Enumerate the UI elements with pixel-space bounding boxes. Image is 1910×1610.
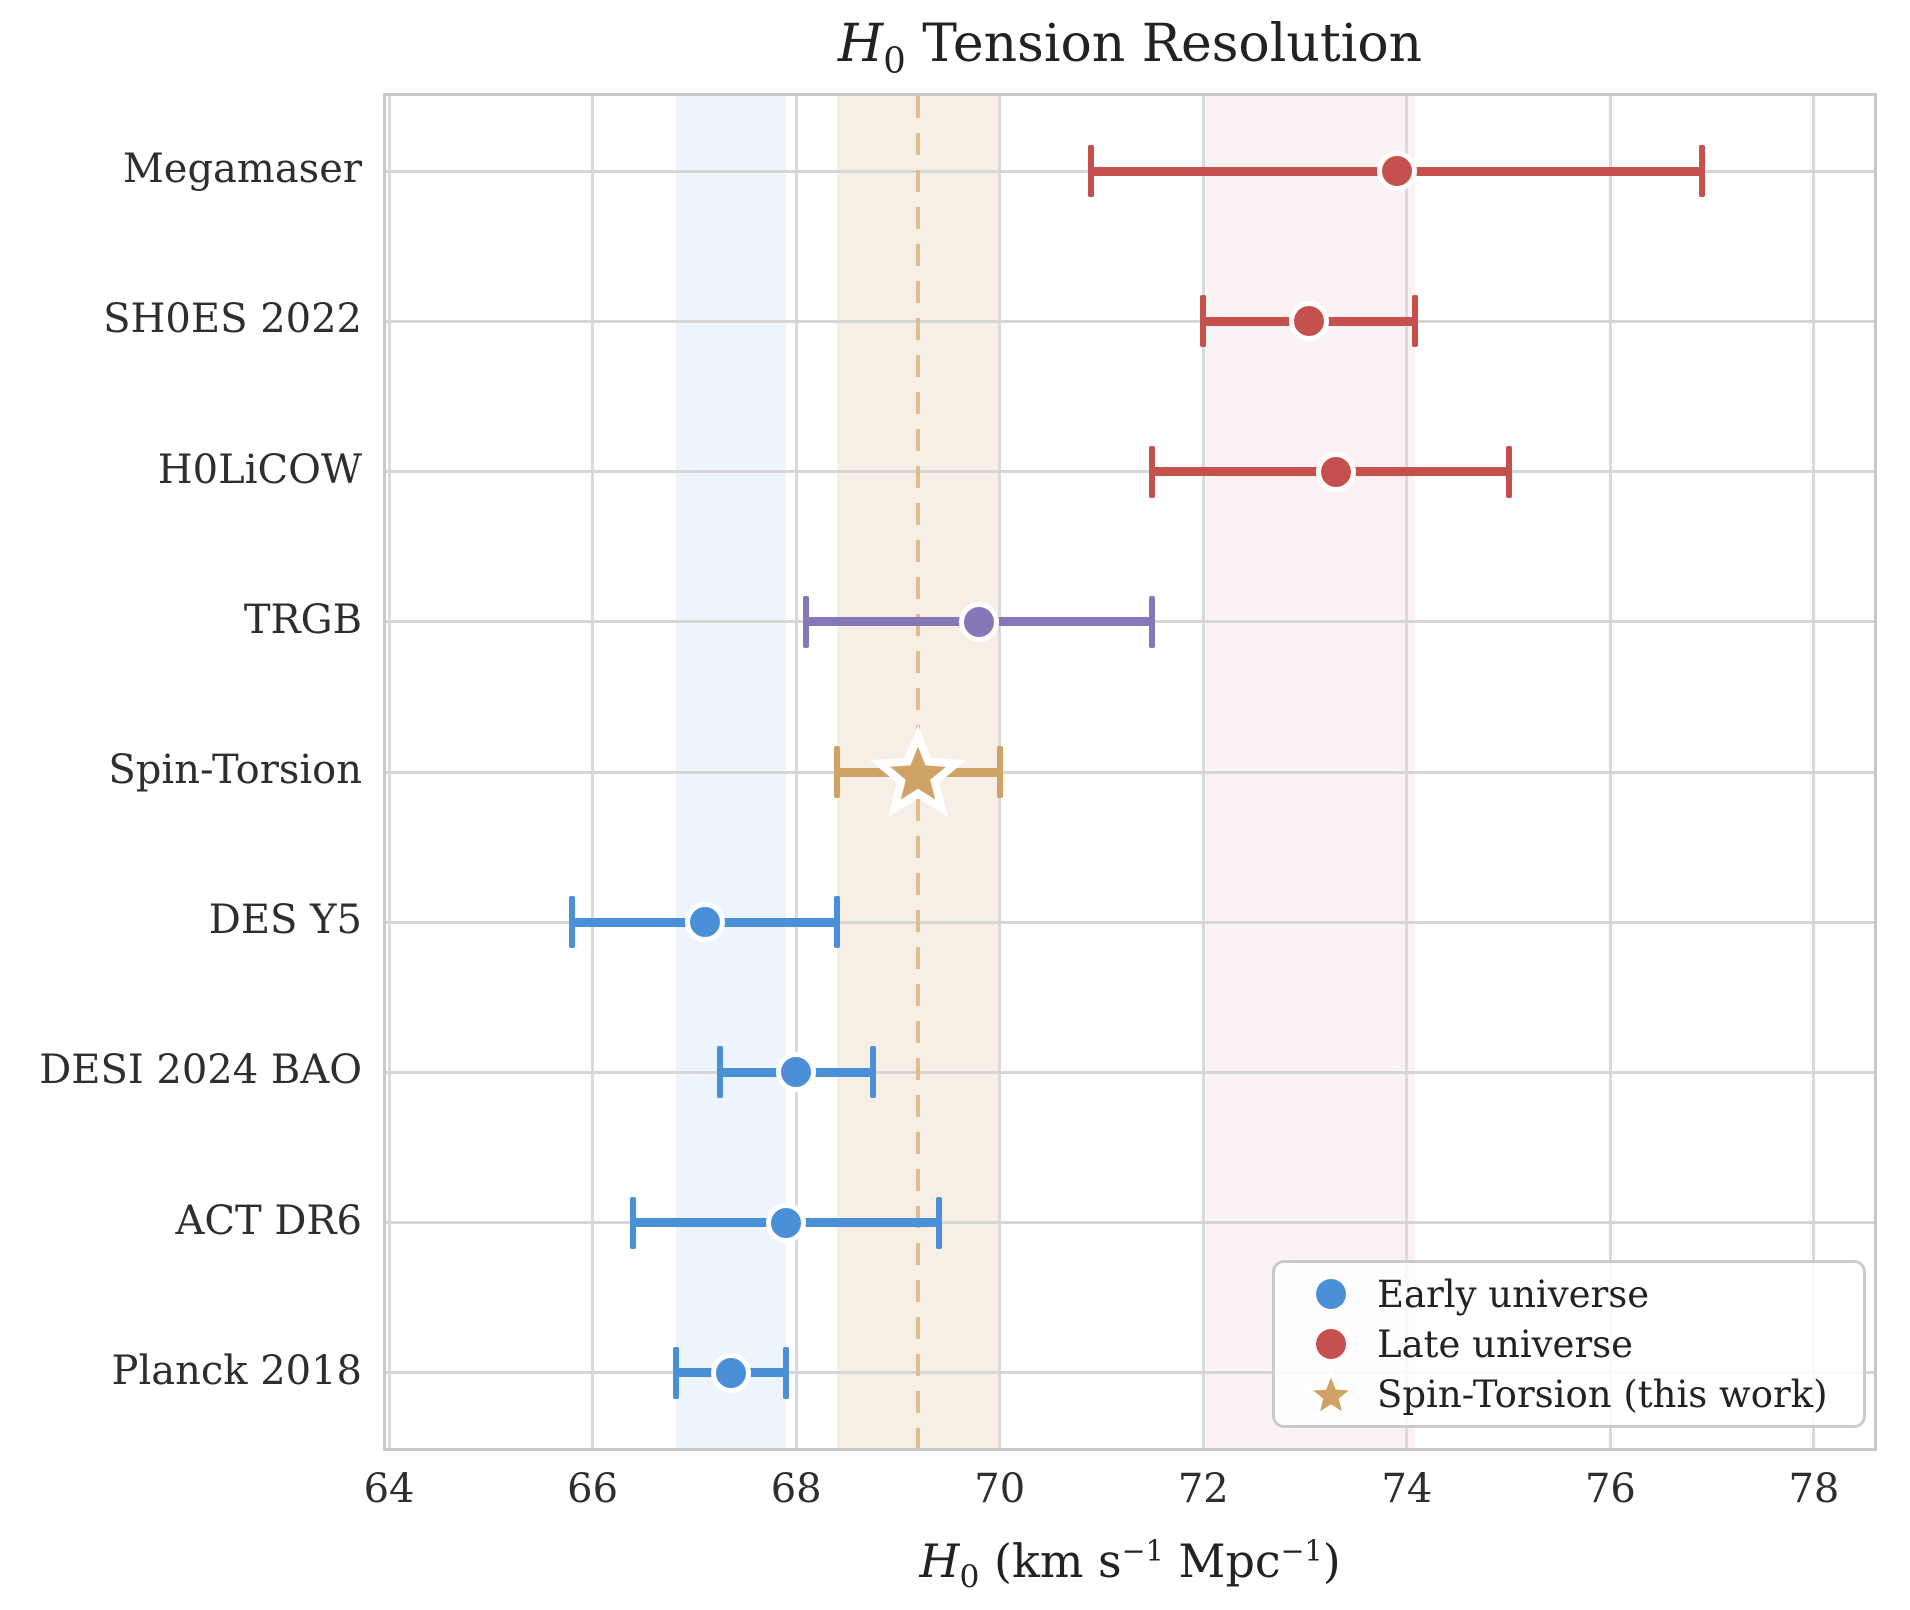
marker-h0licow	[1315, 451, 1356, 492]
error-bar-cap	[1149, 445, 1156, 498]
legend-circle-icon	[1316, 1329, 1346, 1359]
marker-spin-torsion-shape	[870, 725, 967, 817]
error-bar-cap	[1088, 145, 1095, 198]
legend-label-early: Early universe	[1377, 1272, 1650, 1316]
error-bar-cap	[569, 896, 576, 949]
grid-line-horizontal	[386, 1070, 1874, 1074]
y-axis-label-7: ACT DR6	[175, 1197, 362, 1244]
title-text: Tension Resolution	[905, 14, 1423, 74]
error-bar-cap	[1698, 145, 1705, 198]
chart-title: H0 Tension Resolution	[386, 14, 1874, 81]
grid-line-horizontal	[386, 920, 1874, 924]
x-tick-76: 76	[1584, 1466, 1636, 1512]
x-tick-68: 68	[770, 1466, 822, 1512]
error-bar-cap	[869, 1046, 876, 1099]
title-h-subscript: 0	[883, 40, 906, 82]
marker-planck-2018	[711, 1352, 752, 1393]
legend-marker-early	[1285, 1279, 1377, 1309]
marker-spin-torsion	[870, 725, 967, 817]
grid-line-horizontal	[386, 319, 1874, 323]
title-h-symbol: H	[837, 14, 884, 74]
x-tick-74: 74	[1381, 1466, 1433, 1512]
error-bar-cap	[1149, 595, 1156, 648]
marker-act-dr6	[765, 1202, 806, 1243]
x-tick-66: 66	[567, 1466, 619, 1512]
y-axis-label-5: DES Y5	[208, 897, 362, 944]
marker-desi-2024-bao	[776, 1052, 817, 1093]
error-bar-cap	[935, 1196, 942, 1249]
legend-item: Spin-Torsion (this work)	[1285, 1366, 1853, 1422]
legend: Early universe Late universe Spin-Torsio…	[1272, 1260, 1866, 1428]
error-bar-cap	[716, 1046, 723, 1099]
legend-star-icon-shape	[1303, 1366, 1359, 1421]
legend-marker-late	[1285, 1329, 1377, 1359]
xlabel-sup-2: −1	[1280, 1534, 1323, 1568]
xlabel-units-1: (km s	[979, 1534, 1122, 1588]
error-bar-cap	[673, 1346, 680, 1399]
error-bar-cap	[996, 746, 1003, 798]
marker-sh0es-2022	[1289, 301, 1330, 342]
legend-star-icon	[1303, 1366, 1359, 1421]
y-axis-label-8: Planck 2018	[111, 1347, 362, 1394]
marker-trgb	[959, 601, 1000, 642]
error-bar-cap	[803, 595, 810, 648]
marker-des-y5	[684, 902, 725, 943]
legend-item: Early universe	[1285, 1269, 1853, 1319]
x-tick-72: 72	[1177, 1466, 1229, 1512]
error-bar-cap	[833, 896, 840, 949]
legend-item: Late universe	[1285, 1319, 1853, 1369]
y-axis-label-6: DESI 2024 BAO	[39, 1047, 362, 1094]
legend-circle-icon	[1316, 1279, 1346, 1309]
xlabel-sup-1: −1	[1121, 1534, 1164, 1568]
x-tick-70: 70	[974, 1466, 1026, 1512]
y-axis-label-0: Megamaser	[122, 146, 362, 193]
legend-label-late: Late universe	[1377, 1322, 1634, 1366]
error-bar-cap	[630, 1196, 637, 1249]
xlabel-units-3: )	[1322, 1534, 1341, 1588]
xlabel-units-2: Mpc	[1163, 1534, 1281, 1588]
error-bar-cap	[1505, 445, 1512, 498]
error-bar-cap	[1200, 295, 1207, 348]
error-bar-cap	[1411, 295, 1418, 348]
y-axis-label-1: SH0ES 2022	[103, 296, 362, 343]
grid-line-horizontal	[386, 470, 1874, 474]
xlabel-h-symbol: H	[919, 1534, 960, 1588]
xlabel-h-subscript: 0	[959, 1559, 980, 1596]
x-tick-64: 64	[363, 1466, 415, 1512]
legend-label-spin: Spin-Torsion (this work)	[1377, 1372, 1828, 1416]
x-tick-78: 78	[1788, 1466, 1840, 1512]
error-bar-cap	[782, 1346, 789, 1399]
grid-line-horizontal	[386, 770, 1874, 774]
plot-area	[383, 93, 1877, 1451]
legend-marker-spin	[1285, 1366, 1377, 1422]
error-bar-cap	[833, 746, 840, 798]
y-axis-label-2: H0LiCOW	[157, 446, 362, 493]
grid-line-horizontal	[386, 1221, 1874, 1225]
y-axis-label-3: TRGB	[243, 596, 362, 643]
marker-megamaser	[1376, 151, 1417, 192]
x-axis-label: H0 (km s−1 Mpc−1)	[386, 1534, 1874, 1595]
y-axis-label-4: Spin-Torsion	[108, 747, 362, 793]
grid-line-horizontal	[386, 1371, 1874, 1375]
